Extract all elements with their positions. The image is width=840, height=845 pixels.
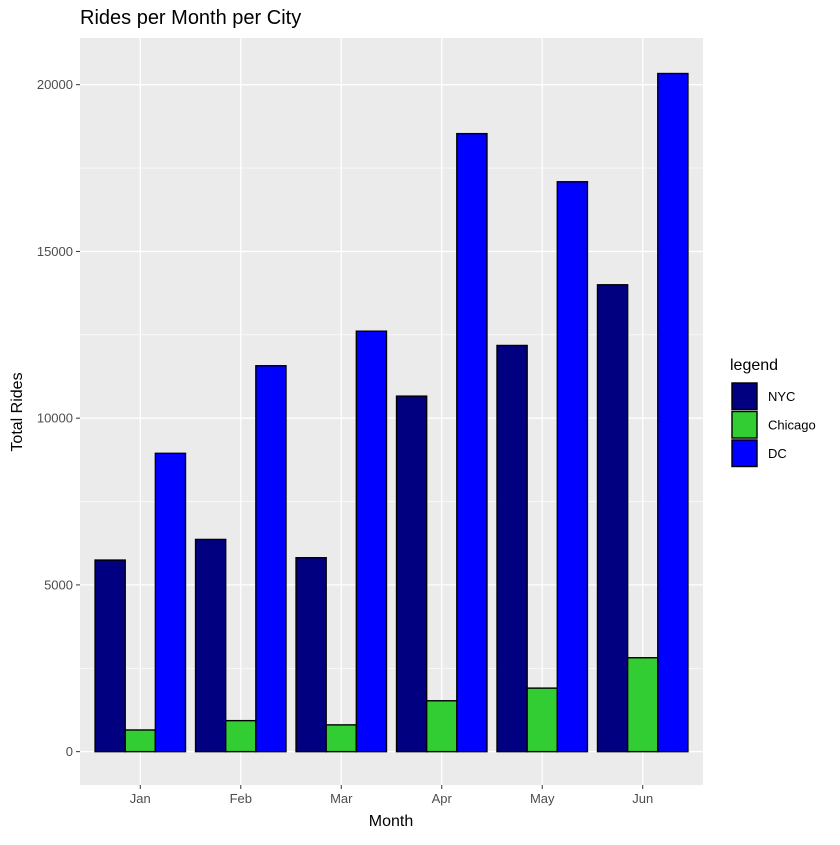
legend-title: legend — [730, 357, 778, 374]
legend-label-chicago: Chicago — [768, 417, 816, 432]
bar-nyc-jan — [94, 559, 126, 753]
bar-nyc-jun — [596, 284, 629, 753]
bar-nyc-apr — [395, 395, 428, 753]
legend-key-dc — [731, 439, 758, 468]
bar-chicago-apr — [425, 700, 458, 753]
legend-key-nyc — [731, 382, 758, 411]
y-tick-label: 20000 — [37, 77, 73, 92]
x-tick-label: Jan — [130, 791, 151, 806]
bar-dc-jan — [154, 452, 187, 753]
bar-dc-mar — [355, 330, 388, 753]
x-tick-label: Jun — [632, 791, 653, 806]
bar-dc-feb — [255, 365, 287, 753]
x-tick-label: Feb — [230, 791, 252, 806]
bar-chicago-jan — [124, 729, 157, 753]
x-axis: Jan Feb Mar Apr May Jun — [130, 785, 653, 806]
bar-nyc-feb — [194, 538, 227, 753]
legend: legend NYC Chicago DC — [730, 357, 816, 468]
bar-chicago-jun — [626, 657, 659, 753]
y-tick-label: 0 — [66, 744, 73, 759]
y-axis-title: Total Rides — [9, 372, 26, 451]
bar-chicago-feb — [225, 719, 257, 753]
bars — [94, 72, 689, 753]
y-tick-label: 5000 — [44, 577, 73, 592]
legend-key-chicago — [731, 410, 758, 439]
legend-label-nyc: NYC — [768, 389, 795, 404]
bar-nyc-may — [496, 344, 528, 753]
bar-dc-jun — [657, 72, 689, 753]
x-tick-label: Mar — [330, 791, 353, 806]
x-tick-label: Apr — [432, 791, 453, 806]
bar-nyc-mar — [295, 556, 327, 753]
y-axis: 0 5000 10000 15000 20000 — [37, 77, 80, 759]
bar-chicago-mar — [325, 724, 358, 753]
x-tick-label: May — [530, 791, 555, 806]
bar-dc-may — [556, 181, 589, 753]
bar-dc-apr — [456, 132, 488, 753]
legend-label-dc: DC — [768, 446, 787, 461]
y-tick-label: 15000 — [37, 244, 73, 259]
y-tick-label: 10000 — [37, 411, 73, 426]
x-axis-title: Month — [369, 813, 413, 830]
bar-chicago-may — [526, 687, 558, 753]
chart-title: Rides per Month per City — [80, 7, 301, 29]
